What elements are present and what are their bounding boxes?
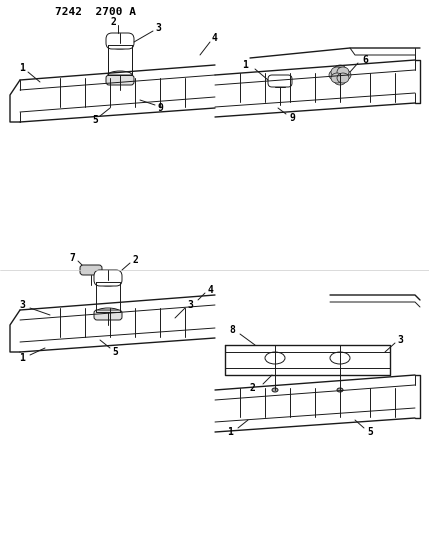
FancyBboxPatch shape — [268, 75, 292, 87]
Ellipse shape — [337, 388, 343, 392]
Text: 5: 5 — [92, 115, 98, 125]
Text: 1: 1 — [242, 60, 248, 70]
Ellipse shape — [334, 65, 346, 75]
FancyBboxPatch shape — [94, 310, 122, 320]
FancyBboxPatch shape — [106, 33, 134, 49]
Text: 5: 5 — [112, 347, 118, 357]
FancyBboxPatch shape — [80, 265, 102, 275]
Text: 4: 4 — [212, 33, 218, 43]
Text: 4: 4 — [207, 285, 213, 295]
Text: 3: 3 — [397, 335, 403, 345]
Text: 3: 3 — [187, 300, 193, 310]
Text: 2: 2 — [249, 383, 255, 393]
Text: 7: 7 — [69, 253, 75, 263]
Text: 9: 9 — [157, 103, 163, 113]
Text: 1: 1 — [227, 427, 233, 437]
Ellipse shape — [337, 67, 349, 77]
Text: 8: 8 — [229, 325, 235, 335]
Text: 2: 2 — [132, 255, 138, 265]
Ellipse shape — [334, 75, 346, 85]
Text: 9: 9 — [289, 113, 295, 123]
Text: 5: 5 — [367, 427, 373, 437]
Ellipse shape — [337, 73, 349, 83]
Text: 6: 6 — [362, 55, 368, 65]
Text: 3: 3 — [155, 23, 161, 33]
Ellipse shape — [331, 67, 343, 77]
Text: 7242  2700 A: 7242 2700 A — [55, 7, 136, 17]
Text: 1: 1 — [19, 353, 25, 363]
Text: 2: 2 — [110, 17, 116, 27]
Ellipse shape — [329, 70, 341, 80]
Ellipse shape — [331, 73, 343, 83]
FancyBboxPatch shape — [106, 75, 134, 85]
Text: 1: 1 — [19, 63, 25, 73]
Ellipse shape — [339, 70, 351, 80]
Ellipse shape — [272, 388, 278, 392]
FancyBboxPatch shape — [94, 270, 122, 286]
Text: 3: 3 — [19, 300, 25, 310]
